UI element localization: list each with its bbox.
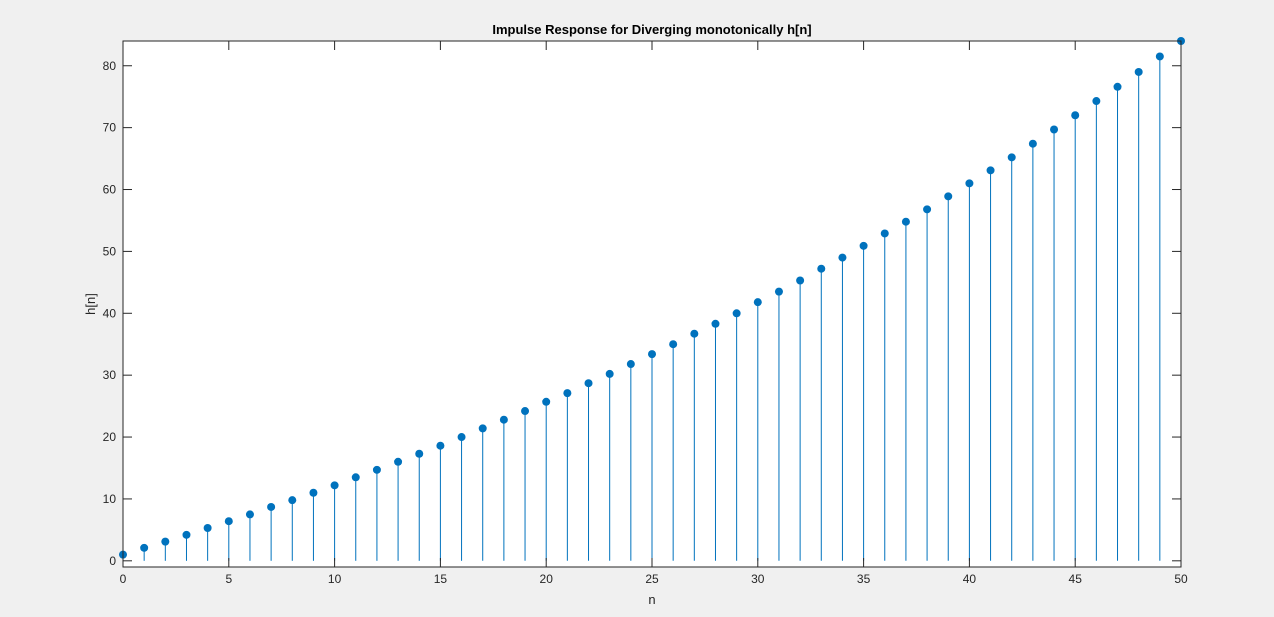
stem-marker <box>521 407 530 416</box>
x-tick-label: 5 <box>225 572 232 586</box>
stem-marker <box>669 340 678 349</box>
stem-marker <box>690 329 699 338</box>
stem-marker <box>1113 82 1122 91</box>
y-tick-label: 60 <box>103 183 117 197</box>
stem-marker <box>1028 139 1037 148</box>
x-axis-ticks: 0 5 10 15 20 25 30 35 40 45 50 <box>120 41 1188 586</box>
stem-marker <box>648 350 656 359</box>
x-tick-label: 40 <box>963 572 977 586</box>
stem-marker <box>563 389 572 398</box>
stem-marker <box>161 537 170 546</box>
stem-marker <box>774 287 783 296</box>
stem-marker <box>584 379 593 388</box>
y-tick-label: 30 <box>103 368 117 382</box>
x-tick-label: 45 <box>1069 572 1083 586</box>
stem-marker <box>330 481 339 490</box>
stem-marker <box>203 524 212 533</box>
stem-marker <box>1092 97 1101 106</box>
stem-marker <box>140 543 149 552</box>
chart-title: Impulse Response for Diverging monotonic… <box>492 22 811 37</box>
stem-marker <box>1071 111 1080 120</box>
stem-marker <box>436 441 445 450</box>
stem-marker <box>626 360 635 369</box>
x-tick-label: 10 <box>328 572 342 586</box>
stem-marker <box>1134 67 1143 76</box>
y-axis-label: h[n] <box>83 293 98 315</box>
y-tick-label: 80 <box>103 59 117 73</box>
stem-marker <box>880 229 889 238</box>
y-tick-label: 50 <box>103 244 117 258</box>
stem-marker <box>986 166 995 175</box>
stem-marker <box>944 192 953 201</box>
x-tick-label: 15 <box>434 572 448 586</box>
y-tick-label: 40 <box>103 306 117 320</box>
y-axis-ticks: 0 10 20 30 40 50 60 70 80 <box>103 59 1181 568</box>
y-tick-label: 20 <box>103 430 117 444</box>
stem-marker <box>394 457 403 466</box>
y-tick-label: 70 <box>103 121 117 135</box>
stem-marker <box>267 502 276 511</box>
y-tick-label: 0 <box>109 554 116 568</box>
x-tick-label: 35 <box>857 572 871 586</box>
stem-marker <box>372 465 381 474</box>
stem-marker <box>923 205 932 214</box>
stem-marker <box>478 424 487 433</box>
y-tick-label: 10 <box>103 492 117 506</box>
x-tick-label: 25 <box>645 572 659 586</box>
stem-marker <box>711 319 720 328</box>
x-axis-label: n <box>648 592 655 607</box>
stem-marker <box>1007 153 1016 162</box>
stem-marker <box>415 449 424 458</box>
stem-marker <box>605 369 614 378</box>
stem-marker <box>288 496 297 505</box>
stem-marker <box>351 473 360 482</box>
stem-marker <box>1050 125 1059 134</box>
x-tick-label: 30 <box>751 572 765 586</box>
stem-marker <box>457 433 466 442</box>
stem-marker <box>499 415 508 424</box>
stem-marker <box>901 217 910 226</box>
stem-marker <box>542 397 551 406</box>
stem-marker <box>1155 52 1164 61</box>
x-tick-label: 20 <box>540 572 554 586</box>
stem-marker <box>224 517 233 526</box>
stem-marker <box>309 488 318 497</box>
stem-series <box>119 37 1185 561</box>
stem-marker <box>732 309 741 318</box>
stem-marker <box>817 264 826 273</box>
stem-marker <box>245 510 254 519</box>
stem-marker <box>182 530 191 539</box>
x-tick-label: 50 <box>1174 572 1188 586</box>
stem-marker <box>859 241 868 250</box>
x-tick-label: 0 <box>120 572 127 586</box>
stem-marker <box>965 179 974 188</box>
stem-marker <box>796 276 805 285</box>
stem-marker <box>838 253 847 262</box>
stem-marker <box>753 298 762 307</box>
